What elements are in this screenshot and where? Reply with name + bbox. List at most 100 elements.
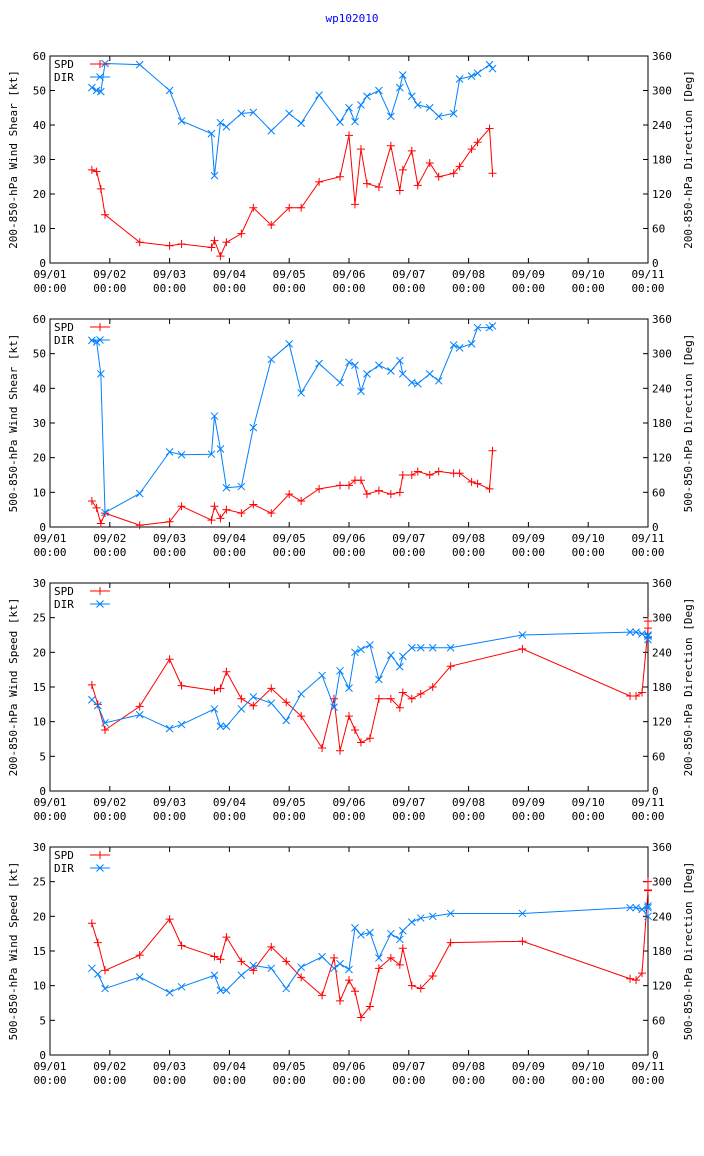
dir-data-point bbox=[135, 710, 144, 719]
page-title: wp102010 bbox=[325, 12, 379, 25]
dir-data-point bbox=[237, 705, 246, 713]
dir-data-point bbox=[407, 92, 416, 101]
spd-data-point bbox=[297, 497, 306, 505]
x-tick-label-date: 09/03 bbox=[153, 1060, 186, 1073]
dir-data-point bbox=[88, 695, 96, 704]
dir-data-point bbox=[315, 359, 323, 368]
x-tick-label-date: 09/09 bbox=[512, 1060, 545, 1073]
x-tick-label-time: 00:00 bbox=[572, 1074, 605, 1087]
dir-series-line bbox=[91, 62, 493, 176]
dir-data-point bbox=[93, 701, 102, 710]
left-tick-label: 20 bbox=[33, 910, 46, 923]
spd-data-point bbox=[485, 124, 494, 133]
x-tick-label-time: 00:00 bbox=[93, 546, 126, 559]
right-tick-label: 120 bbox=[652, 452, 672, 465]
dir-data-point bbox=[416, 914, 425, 922]
dir-data-point bbox=[297, 963, 306, 972]
spd-data-point bbox=[210, 236, 219, 245]
spd-data-point bbox=[177, 502, 186, 511]
spd-data-point bbox=[318, 744, 327, 753]
left-tick-label: 30 bbox=[33, 577, 46, 590]
dir-data-point bbox=[330, 703, 338, 712]
right-tick-label: 360 bbox=[652, 841, 672, 854]
dir-data-point bbox=[434, 376, 443, 385]
spd-data-point bbox=[345, 976, 353, 985]
dir-data-point bbox=[638, 629, 646, 638]
right-tick-label: 300 bbox=[652, 348, 672, 361]
dir-data-point bbox=[387, 929, 395, 938]
legend-dir-marker bbox=[96, 864, 104, 872]
x-tick-label-date: 09/11 bbox=[631, 532, 664, 545]
x-tick-label-date: 09/02 bbox=[93, 796, 126, 809]
spd-data-point bbox=[222, 238, 231, 247]
left-tick-label: 20 bbox=[33, 646, 46, 659]
left-tick-label: 15 bbox=[33, 945, 46, 958]
x-tick-label-date: 09/06 bbox=[332, 532, 365, 545]
left-tick-label: 25 bbox=[33, 612, 46, 625]
spd-data-point bbox=[87, 497, 96, 505]
dir-data-point bbox=[165, 448, 174, 456]
dir-data-point bbox=[165, 86, 174, 95]
left-tick-label: 0 bbox=[39, 785, 46, 798]
spd-data-point bbox=[282, 698, 291, 707]
x-tick-label-date: 09/06 bbox=[332, 268, 365, 281]
dir-data-point bbox=[351, 648, 359, 657]
dir-data-point bbox=[135, 973, 144, 981]
dir-data-point bbox=[210, 171, 219, 180]
left-tick-label: 60 bbox=[33, 50, 46, 63]
spd-data-point bbox=[350, 987, 359, 996]
dir-data-point bbox=[473, 323, 482, 332]
spd-data-point bbox=[356, 1013, 365, 1022]
spd-data-point bbox=[87, 680, 96, 689]
spd-data-point bbox=[407, 471, 416, 479]
right-tick-label: 180 bbox=[652, 945, 672, 958]
spd-data-point bbox=[518, 644, 527, 653]
spd-data-point bbox=[96, 184, 105, 193]
dir-data-point bbox=[285, 109, 294, 118]
dir-data-point bbox=[297, 389, 306, 397]
dir-data-point bbox=[336, 666, 344, 675]
spd-data-point bbox=[434, 467, 443, 476]
right-tick-label: 60 bbox=[652, 223, 665, 236]
dir-data-point bbox=[398, 652, 407, 661]
left-tick-label: 30 bbox=[33, 417, 46, 430]
spd-data-point bbox=[177, 681, 186, 690]
dir-data-point bbox=[165, 724, 174, 733]
spd-data-point bbox=[101, 210, 110, 219]
x-tick-label-date: 09/07 bbox=[392, 796, 425, 809]
spd-data-point bbox=[356, 145, 365, 154]
dir-data-point bbox=[407, 918, 416, 926]
spd-data-point bbox=[425, 471, 434, 479]
plot-frame bbox=[49, 55, 649, 264]
spd-data-point bbox=[285, 490, 294, 499]
spd-data-point bbox=[398, 165, 407, 174]
x-tick-label-time: 00:00 bbox=[273, 546, 306, 559]
spd-data-point bbox=[449, 169, 458, 178]
left-tick-label: 20 bbox=[33, 188, 46, 201]
dir-data-point bbox=[638, 905, 646, 914]
x-tick-label-time: 00:00 bbox=[273, 810, 306, 823]
spd-data-point bbox=[395, 960, 404, 969]
dir-data-point bbox=[177, 720, 186, 729]
left-tick-label: 40 bbox=[33, 119, 46, 132]
dir-data-point bbox=[446, 909, 455, 918]
dir-data-point bbox=[345, 103, 353, 112]
dir-data-point bbox=[518, 631, 527, 639]
dir-data-point bbox=[285, 339, 294, 348]
dir-data-point bbox=[455, 75, 464, 83]
spd-data-point bbox=[446, 662, 455, 671]
spd-data-point bbox=[386, 490, 395, 499]
spd-data-point bbox=[267, 509, 276, 518]
dir-data-point bbox=[330, 964, 338, 973]
dir-data-point bbox=[398, 370, 407, 378]
dir-data-point bbox=[413, 379, 422, 388]
legend-dir-marker bbox=[96, 336, 104, 344]
dir-data-point bbox=[473, 69, 482, 78]
right-tick-label: 360 bbox=[652, 577, 672, 590]
x-tick-label-date: 09/08 bbox=[452, 532, 485, 545]
x-tick-label-time: 00:00 bbox=[512, 282, 545, 295]
legend-label: SPD bbox=[54, 585, 74, 598]
dir-data-point bbox=[282, 716, 291, 725]
left-tick-label: 60 bbox=[33, 313, 46, 326]
x-tick-label-time: 00:00 bbox=[93, 1074, 126, 1087]
